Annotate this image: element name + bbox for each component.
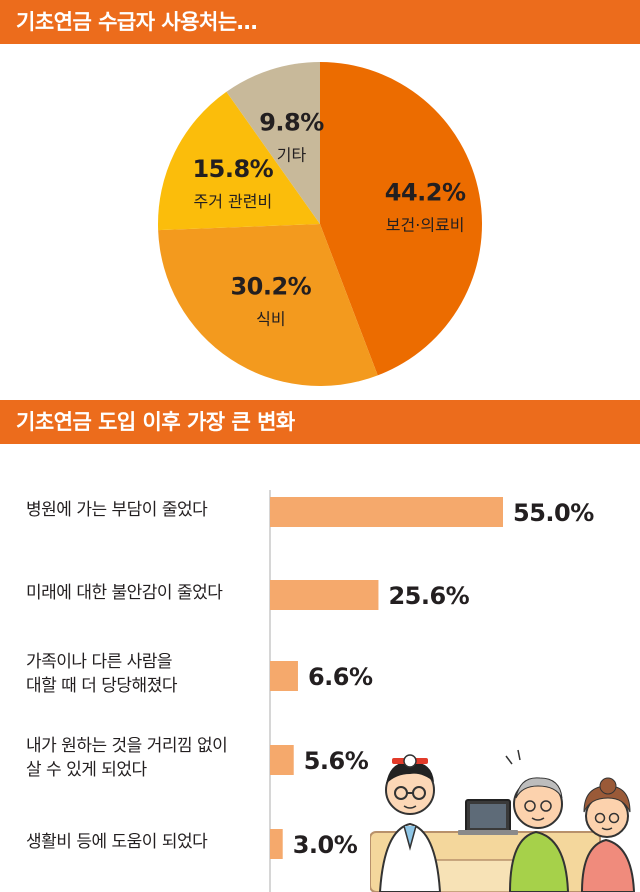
pie-slice-value-label: 30.2%	[230, 272, 311, 300]
bar-4	[270, 745, 294, 775]
elderly-woman-figure	[580, 777, 636, 892]
bar-chart: 55.0% 25.6% 6.6% 5.6% 3.0%	[269, 490, 595, 892]
pie-slice-value-label: 44.2%	[385, 179, 466, 207]
bar-category-label: 미래에 대한 불안감이 줄었다	[26, 581, 223, 605]
bar-category-label-line: 가족이나 다른 사람을	[26, 652, 173, 672]
pie-chart: 44.2% 보건·의료비 30.2% 식비 15.8% 주거 관련비 9.8% 기타	[158, 62, 483, 387]
elderly-man-figure	[505, 749, 570, 892]
bar-category-label-line: 병원에 가는 부담이 줄었다	[26, 500, 208, 520]
bar-5	[270, 829, 283, 859]
bar-category-label-line: 내가 원하는 것을 거리낌 없이	[26, 736, 228, 756]
bar-value-label: 3.0%	[293, 831, 358, 859]
pie-slice-1	[320, 62, 483, 376]
bar-category-label: 병원에 가는 부담이 줄었다	[26, 498, 208, 522]
pie-slice-category-label: 기타	[277, 145, 307, 164]
laptop	[458, 799, 518, 835]
bar-3	[270, 661, 298, 691]
bar-category-label-line: 대할 때 더 당당해졌다	[26, 676, 177, 696]
pie-slice-3	[158, 91, 320, 231]
bar-category-label: 생활비 등에 도움이 되었다	[26, 830, 208, 854]
bar-category-label-line: 미래에 대한 불안감이 줄었다	[26, 583, 223, 603]
bar-value-label: 55.0%	[513, 499, 594, 527]
pie-slice-category-label: 보건·의료비	[386, 216, 465, 235]
bar-section-title: 기초연금 도입 이후 가장 큰 변화	[0, 400, 640, 444]
pie-slice-category-label: 주거 관련비	[194, 192, 273, 211]
pie-slice-category-label: 식비	[256, 309, 285, 328]
bar-value-label: 5.6%	[304, 747, 369, 775]
bar-value-label: 25.6%	[388, 582, 469, 610]
pie-slice-2	[158, 224, 378, 387]
pie-slice-value-label: 15.8%	[192, 155, 273, 183]
bar-2	[270, 580, 379, 610]
pie-section-title: 기초연금 수급자 사용처는…	[0, 0, 640, 44]
pie-slice-4	[226, 62, 320, 224]
bar-1	[270, 497, 503, 527]
elderly-and-doctor-illustration	[370, 749, 636, 892]
doctor-figure	[378, 754, 442, 892]
bar-category-label-line: 살 수 있게 되었다	[26, 760, 147, 780]
bar-value-label: 6.6%	[308, 663, 373, 691]
pie-slice-value-label: 9.8%	[259, 108, 324, 136]
bar-category-label-line: 생활비 등에 도움이 되었다	[26, 832, 208, 852]
